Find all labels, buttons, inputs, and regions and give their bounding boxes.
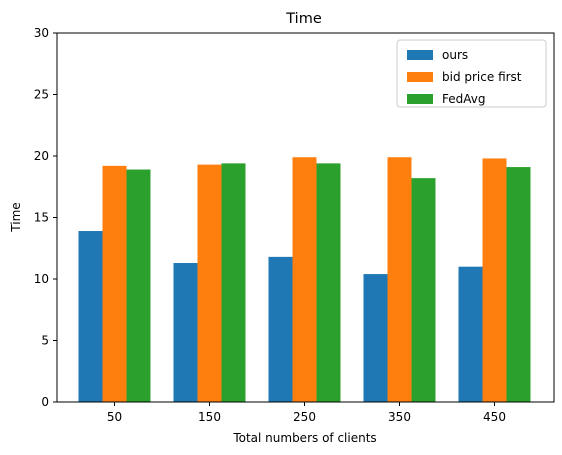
bar-bid-price-first-50 (103, 166, 127, 402)
bar-fedavg-350 (412, 178, 436, 402)
x-tick-label-150: 150 (198, 410, 221, 424)
y-tick-label-15: 15 (34, 211, 49, 225)
y-tick-label-5: 5 (41, 334, 49, 348)
x-axis: 50 150 250 350 450 (107, 402, 506, 424)
bars-group (79, 157, 531, 402)
y-tick-label-30: 30 (34, 26, 49, 40)
x-tick-label-450: 450 (483, 410, 506, 424)
legend-swatch-fedavg (407, 94, 433, 104)
bar-ours-450 (459, 267, 483, 402)
x-tick-label-250: 250 (293, 410, 316, 424)
x-tick-label-350: 350 (388, 410, 411, 424)
bar-bid-price-first-150 (198, 165, 222, 402)
y-tick-label-20: 20 (34, 149, 49, 163)
bar-bid-price-first-250 (293, 157, 317, 402)
y-tick-label-0: 0 (41, 395, 49, 409)
legend-swatch-ours (407, 50, 433, 60)
bar-ours-250 (269, 257, 293, 402)
bar-fedavg-150 (222, 163, 246, 402)
legend-label-bid-price-first: bid price first (442, 70, 522, 84)
bar-bid-price-first-350 (388, 157, 412, 402)
legend-label-fedavg: FedAvg (442, 92, 485, 106)
legend-label-ours: ours (442, 48, 468, 62)
bar-bid-price-first-450 (483, 158, 507, 402)
bar-fedavg-250 (317, 163, 341, 402)
bar-fedavg-50 (127, 170, 151, 402)
y-axis: 0 5 10 15 20 25 30 (34, 26, 57, 409)
chart-title: Time (285, 11, 322, 27)
y-tick-label-25: 25 (34, 88, 49, 102)
x-axis-label: Total numbers of clients (232, 431, 376, 445)
bar-ours-350 (364, 274, 388, 402)
y-tick-label-10: 10 (34, 272, 49, 286)
bar-ours-150 (174, 263, 198, 402)
y-axis-label: Time (9, 202, 23, 232)
legend-swatch-bid-price-first (407, 72, 433, 82)
bar-ours-50 (79, 231, 103, 402)
bar-fedavg-450 (507, 167, 531, 402)
x-tick-label-50: 50 (107, 410, 122, 424)
legend: ours bid price first FedAvg (397, 40, 546, 107)
